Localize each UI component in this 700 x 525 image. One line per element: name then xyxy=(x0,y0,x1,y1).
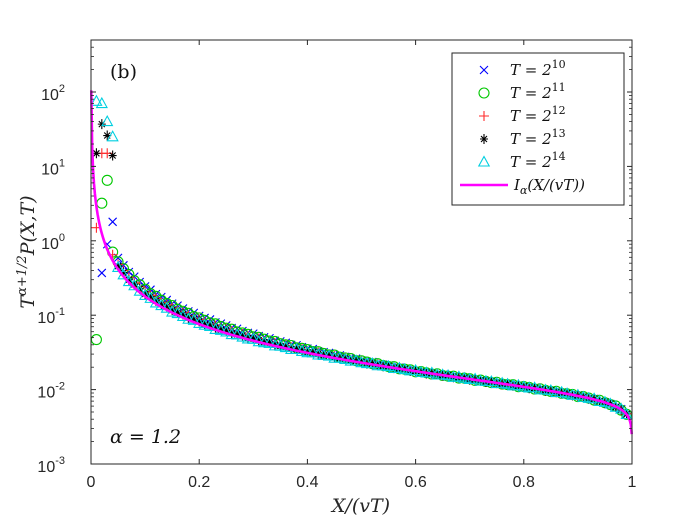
y-tick-label: 102 xyxy=(41,83,65,104)
data-point xyxy=(114,261,123,272)
data-point xyxy=(306,346,319,358)
data-point xyxy=(270,339,279,350)
x-tick-label: 0 xyxy=(87,474,96,491)
y-axis-label-base: T xyxy=(17,295,39,309)
y-tick-label: 101 xyxy=(41,157,65,178)
data-point xyxy=(254,335,263,346)
data-point xyxy=(203,319,217,331)
y-axis-label-exp: α+1/2 xyxy=(15,255,30,296)
legend-label: T = 214 xyxy=(510,150,566,171)
legend-marker xyxy=(479,65,489,75)
data-point xyxy=(263,336,276,349)
data-point xyxy=(290,342,303,355)
legend-label: Iα(X/(vT)) xyxy=(513,176,585,197)
legend-item: T = 214 xyxy=(477,150,566,171)
data-point xyxy=(341,353,350,364)
data-point xyxy=(184,312,193,323)
data-point xyxy=(173,307,182,318)
legend-item: Iα(X/(vT)) xyxy=(460,176,585,197)
data-point xyxy=(249,333,258,344)
legend-label: T = 210 xyxy=(510,58,566,79)
data-point xyxy=(230,328,244,340)
data-point xyxy=(92,148,101,159)
legend-item: T = 210 xyxy=(479,58,566,79)
legend-marker xyxy=(480,134,488,144)
y-tick-label: 10-1 xyxy=(37,306,65,327)
data-point xyxy=(200,319,209,330)
data-point xyxy=(620,407,633,420)
data-point xyxy=(95,96,108,109)
data-point xyxy=(325,350,334,361)
data-point xyxy=(292,344,301,355)
alpha-annotation: α = 1.2 xyxy=(110,426,181,448)
data-point xyxy=(119,267,128,278)
data-point xyxy=(308,347,317,358)
data-point xyxy=(130,279,139,290)
y-tick-label: 10-2 xyxy=(37,381,65,402)
data-point xyxy=(106,130,119,142)
data-point xyxy=(168,305,177,316)
legend-marker xyxy=(477,155,491,167)
y-axis-label-rest: P(X,T) xyxy=(17,195,39,256)
y-tick-label: 100 xyxy=(41,232,65,253)
data-point xyxy=(103,130,112,141)
legend-marker xyxy=(478,87,490,99)
data-point xyxy=(233,329,242,340)
x-axis-label: X/(vT) xyxy=(330,495,390,517)
legend-label: T = 213 xyxy=(510,127,566,148)
data-point xyxy=(141,288,150,299)
data-point xyxy=(227,328,236,339)
data-point xyxy=(281,341,290,352)
data-point xyxy=(222,325,231,336)
x-tick-label: 0.8 xyxy=(513,474,535,491)
panel-label: (b) xyxy=(110,61,137,83)
data-point xyxy=(157,299,166,310)
data-point xyxy=(97,268,107,278)
data-point xyxy=(178,309,187,320)
data-point xyxy=(101,114,114,127)
data-point xyxy=(297,345,306,356)
legend-item: T = 211 xyxy=(478,81,566,102)
data-point xyxy=(238,330,247,341)
legend-box xyxy=(451,52,625,206)
data-point xyxy=(265,337,274,348)
data-point xyxy=(97,119,106,130)
data-point xyxy=(124,274,133,285)
data-point xyxy=(101,174,113,186)
x-tick-label: 1 xyxy=(628,474,637,491)
data-point xyxy=(151,295,160,306)
data-point xyxy=(206,320,215,331)
y-tick-label: 10-3 xyxy=(37,455,65,476)
data-point xyxy=(211,322,220,333)
data-point xyxy=(216,324,225,335)
theory-curve-line xyxy=(89,90,634,435)
legend-marker xyxy=(479,111,489,121)
legend-item: T = 212 xyxy=(479,104,566,125)
data-point xyxy=(146,291,155,302)
legend-label: T = 211 xyxy=(510,81,566,102)
legend-label: T = 212 xyxy=(510,104,566,125)
data-point xyxy=(90,94,103,106)
svg-text:Tα+1/2P(X,T): Tα+1/2P(X,T) xyxy=(15,195,39,308)
axis-ticks: 0 0.2 0.4 0.6 0.8 1 10-3 10-2 10-1 100 101 102 xyxy=(37,39,637,491)
legend-item: T = 213 xyxy=(480,127,566,148)
x-tick-label: 0.2 xyxy=(188,474,210,491)
data-point xyxy=(189,314,198,325)
x-tick-label: 0.6 xyxy=(404,474,426,491)
data-point xyxy=(162,301,171,312)
y-axis-label: Tα+1/2P(X,T) xyxy=(15,195,39,308)
data-point xyxy=(108,217,118,227)
data-point xyxy=(195,316,204,327)
data-point xyxy=(247,332,260,344)
data-point xyxy=(187,313,200,325)
x-tick-label: 0.4 xyxy=(296,474,318,491)
data-point xyxy=(135,283,144,294)
data-point xyxy=(108,150,117,161)
